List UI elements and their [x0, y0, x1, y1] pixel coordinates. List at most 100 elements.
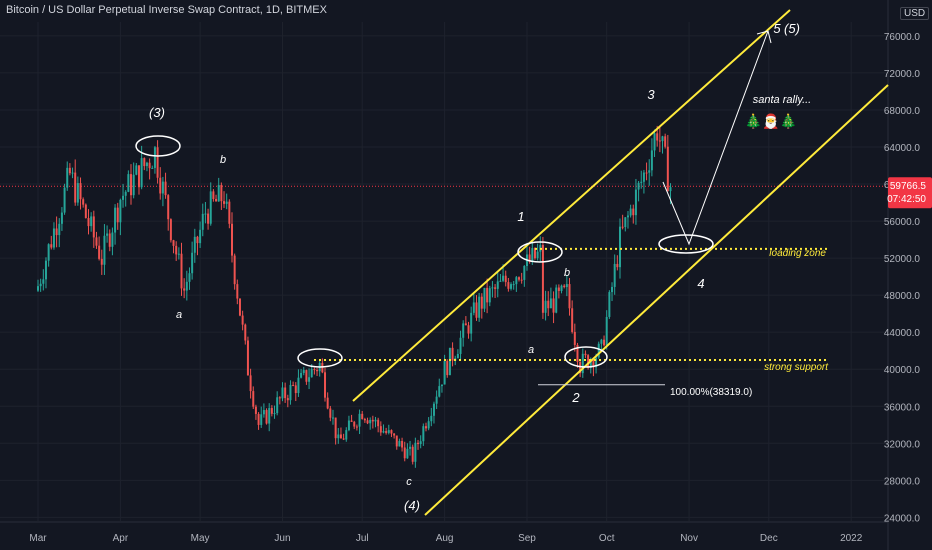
candle-body — [616, 263, 619, 268]
candle-body — [555, 287, 558, 313]
price-badge-bg — [888, 177, 932, 209]
candle-body — [568, 284, 571, 309]
candle-body — [169, 219, 172, 241]
x-tick-label: Sep — [518, 533, 536, 544]
candle-body — [488, 288, 491, 303]
candle-body — [390, 430, 393, 434]
candle-body — [576, 344, 579, 362]
candle-body — [401, 441, 404, 448]
candle-body — [475, 302, 478, 318]
candle-body — [600, 339, 603, 344]
channel-lower-line — [424, 84, 889, 516]
candle-body — [608, 292, 611, 317]
x-tick-label: Jul — [356, 533, 369, 544]
candle-body — [281, 387, 284, 399]
candle-body — [106, 233, 109, 236]
candle-body — [459, 337, 462, 354]
candle-body — [379, 426, 382, 433]
candle-body — [153, 147, 156, 168]
x-tick-label: Mar — [29, 533, 47, 544]
candle-body — [92, 216, 95, 238]
candle-body — [286, 398, 289, 401]
candle-body — [148, 162, 151, 169]
price-badge-price: 59766.5 — [890, 181, 927, 192]
candle-body — [132, 174, 135, 196]
wave-label-a-right: a — [528, 344, 534, 356]
santa-emoji: 🎄🎅🎄 — [745, 113, 797, 130]
highlight-ellipse — [517, 241, 563, 263]
x-axis: Mar Apr May Jun Jul Aug Sep Oct Nov Dec 2022 — [29, 533, 862, 544]
candle-body — [310, 369, 313, 378]
candle-body — [451, 347, 454, 361]
wave-label-4-paren: (4) — [404, 498, 420, 513]
candle-body — [230, 223, 233, 256]
candle-body — [260, 414, 263, 425]
wave-label-3-paren: (3) — [149, 105, 165, 120]
candle-body — [82, 199, 85, 205]
candle-body — [289, 384, 292, 401]
candle-body — [621, 226, 624, 228]
candle-body — [199, 229, 202, 244]
candle-body — [634, 189, 637, 216]
candle-body — [122, 195, 125, 200]
candle-body — [228, 201, 231, 224]
candle-body — [60, 212, 63, 224]
candle-body — [435, 396, 438, 404]
candle-body — [462, 323, 465, 338]
currency-label[interactable]: USD — [900, 7, 930, 20]
candle-body — [603, 339, 606, 346]
candle-body — [273, 413, 276, 415]
y-tick-label: 76000.0 — [884, 32, 921, 43]
candle-body — [496, 281, 499, 289]
candle-body — [52, 228, 55, 248]
candle-body — [626, 215, 629, 218]
candle-body — [512, 284, 515, 286]
candle-body — [653, 133, 656, 151]
candle-body — [467, 325, 470, 334]
candle-body — [215, 198, 218, 202]
candle-body — [42, 279, 45, 284]
candle-body — [95, 237, 98, 246]
candle-body — [595, 357, 598, 368]
candle-body — [47, 244, 50, 261]
candle-body — [533, 248, 536, 259]
candle-body — [241, 315, 244, 325]
candle-body — [642, 172, 645, 182]
candle-body — [249, 375, 252, 392]
candle-body — [137, 165, 140, 188]
x-tick-label: 2022 — [840, 533, 863, 544]
candle-body — [63, 187, 66, 213]
candle-body — [119, 199, 122, 223]
candle-body — [156, 147, 159, 178]
candle-body — [90, 216, 93, 227]
candle-body — [223, 201, 226, 204]
candle-body — [443, 361, 446, 385]
candle-body — [366, 420, 369, 424]
candle-body — [531, 248, 534, 262]
candle-body — [438, 386, 441, 397]
candle-body — [552, 298, 555, 313]
candle-body — [417, 442, 420, 445]
candle-body — [611, 286, 614, 293]
candle-body — [337, 434, 340, 439]
candle-body — [201, 213, 204, 230]
candle-body — [547, 300, 550, 309]
candle-body — [382, 431, 385, 433]
candle-body — [74, 172, 77, 203]
candle-body — [422, 426, 425, 442]
candle-body — [140, 158, 143, 188]
candle-body — [403, 447, 406, 459]
fib-label: 100.00%(38319.0) — [670, 387, 752, 398]
candle-body — [87, 218, 90, 227]
candle-body — [544, 300, 547, 313]
candle-body — [528, 254, 531, 262]
candle-body — [177, 253, 180, 255]
candle-body — [541, 245, 544, 313]
candle-body — [151, 167, 154, 169]
candle-body — [424, 426, 427, 429]
candle-body — [571, 308, 574, 332]
price-badge: 59766.5 07:42:50 — [887, 177, 932, 209]
candle-body — [456, 353, 459, 359]
candle-body — [486, 287, 489, 303]
